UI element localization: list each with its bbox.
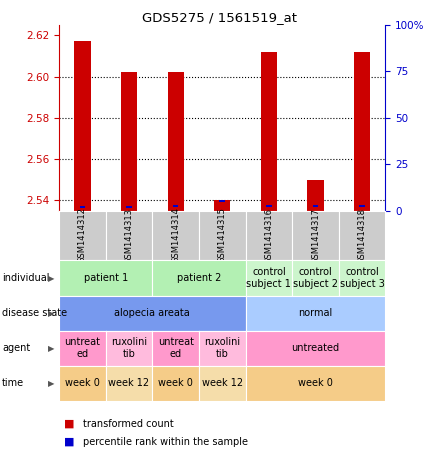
Text: GSM1414313: GSM1414313: [124, 207, 134, 264]
Bar: [266, 205, 272, 207]
Bar: [80, 206, 85, 208]
Text: week 0: week 0: [298, 378, 333, 388]
Text: ■: ■: [64, 419, 74, 429]
Text: percentile rank within the sample: percentile rank within the sample: [83, 437, 248, 447]
Text: ▶: ▶: [48, 308, 55, 318]
Text: untreat
ed: untreat ed: [64, 337, 100, 359]
Text: untreat
ed: untreat ed: [158, 337, 194, 359]
Text: ▶: ▶: [48, 274, 55, 283]
Text: GSM1414315: GSM1414315: [218, 207, 227, 264]
Text: GSM1414318: GSM1414318: [358, 207, 367, 264]
Bar: [74, 41, 91, 211]
Bar: [219, 200, 225, 202]
Text: control
subject 1: control subject 1: [247, 267, 291, 289]
Text: GSM1414317: GSM1414317: [311, 207, 320, 264]
Bar: [121, 72, 137, 211]
Bar: [173, 205, 178, 207]
Text: ■: ■: [64, 437, 74, 447]
Bar: [167, 72, 184, 211]
Bar: [261, 52, 277, 211]
Bar: [126, 206, 132, 208]
Text: individual: individual: [2, 273, 49, 283]
Text: untreated: untreated: [291, 343, 339, 353]
Text: week 12: week 12: [202, 378, 243, 388]
Text: ▶: ▶: [48, 379, 55, 388]
Text: ruxolini
tib: ruxolini tib: [111, 337, 147, 359]
Text: agent: agent: [2, 343, 30, 353]
Text: week 0: week 0: [65, 378, 100, 388]
Bar: [359, 205, 365, 207]
Text: transformed count: transformed count: [83, 419, 174, 429]
Text: GSM1414312: GSM1414312: [78, 207, 87, 264]
Text: week 0: week 0: [158, 378, 193, 388]
Text: control
subject 3: control subject 3: [340, 267, 385, 289]
Text: alopecia areata: alopecia areata: [114, 308, 190, 318]
Text: GSM1414316: GSM1414316: [265, 207, 273, 264]
Text: ruxolini
tib: ruxolini tib: [204, 337, 240, 359]
Text: time: time: [2, 378, 25, 388]
Bar: [214, 200, 230, 211]
Text: patient 1: patient 1: [84, 273, 128, 283]
Text: ▶: ▶: [48, 344, 55, 353]
Text: normal: normal: [298, 308, 332, 318]
Text: week 12: week 12: [109, 378, 150, 388]
Bar: [307, 180, 324, 211]
Text: patient 2: patient 2: [177, 273, 221, 283]
Text: disease state: disease state: [2, 308, 67, 318]
Bar: [354, 52, 370, 211]
Text: GSM1414314: GSM1414314: [171, 207, 180, 264]
Text: GDS5275 / 1561519_at: GDS5275 / 1561519_at: [141, 11, 297, 24]
Bar: [313, 205, 318, 207]
Text: control
subject 2: control subject 2: [293, 267, 338, 289]
